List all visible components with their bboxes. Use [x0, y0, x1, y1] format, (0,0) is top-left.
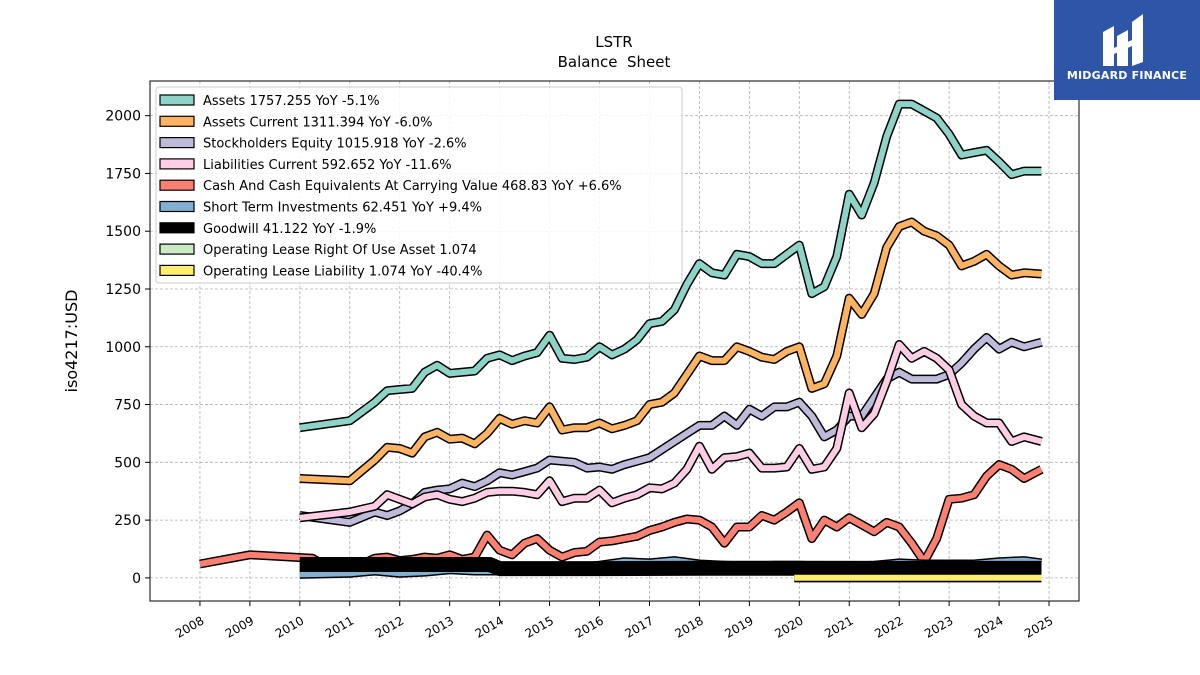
brand-logo: MIDGARD FINANCE	[1054, 0, 1200, 100]
legend-label: Operating Lease Liability 1.074 YoY -40.…	[203, 264, 482, 279]
legend-swatch	[159, 158, 195, 170]
legend-swatch	[159, 179, 195, 191]
legend-swatch	[159, 137, 195, 149]
y-tick-label: 250	[114, 513, 141, 529]
y-tick-label: 1250	[105, 282, 141, 298]
x-tick-label: 2020	[772, 613, 805, 640]
x-tick-label: 2021	[822, 613, 855, 640]
y-axis: 0 250 500 750 1000 1250 1500 1750 2000	[105, 109, 150, 587]
y-tick-label: 750	[114, 398, 141, 414]
legend-label: Goodwill 41.122 YoY -1.9%	[203, 222, 376, 237]
legend-label: Liabilities Current 592.652 YoY -11.6%	[203, 158, 452, 173]
legend-swatch	[159, 243, 195, 255]
legend-label: Cash And Cash Equivalents At Carrying Va…	[203, 179, 622, 194]
series-line	[299, 334, 1043, 526]
series-layer	[199, 99, 1044, 583]
series-2	[299, 333, 1043, 527]
x-tick-label: 2017	[623, 613, 656, 640]
logo-text: MIDGARD FINANCE	[1066, 69, 1188, 82]
logo-mark-icon	[1103, 14, 1143, 66]
x-tick-label: 2016	[573, 613, 606, 640]
x-axis: 2008 2009 2010 2011 2012 2013 2014 2015 2016 2017…	[173, 601, 1056, 641]
y-tick-label: 1000	[105, 340, 141, 356]
series-1	[299, 217, 1042, 486]
legend-label: Assets 1757.255 YoY -5.1%	[203, 94, 380, 109]
chart-subtitle: Balance Sheet	[558, 53, 671, 71]
x-tick-label: 2014	[473, 613, 506, 640]
series-line	[299, 558, 1042, 575]
x-tick-label: 2022	[872, 613, 905, 640]
series-line	[299, 101, 1042, 431]
x-tick-label: 2010	[273, 613, 306, 640]
x-tick-label: 2009	[223, 613, 256, 640]
legend-swatch	[159, 264, 195, 276]
legend-swatch	[159, 200, 195, 213]
legend-label: Stockholders Equity 1015.918 YoY -2.6%	[203, 137, 467, 152]
legend-swatch	[159, 222, 195, 234]
y-axis-label: iso4217:USD	[62, 290, 81, 393]
x-tick-label: 2015	[523, 613, 556, 640]
legend: Assets 1757.255 YoY -5.1% Assets Current …	[155, 86, 683, 284]
series-6	[299, 557, 1042, 577]
legend-box	[155, 86, 683, 284]
x-tick-label: 2012	[373, 613, 406, 640]
legend-label: Assets Current 1311.394 YoY -6.0%	[203, 115, 433, 130]
legend-swatch	[159, 115, 195, 127]
y-tick-label: 0	[132, 571, 141, 587]
legend-swatch	[159, 94, 195, 106]
x-tick-label: 2008	[173, 613, 206, 640]
series-line	[299, 341, 1043, 521]
x-tick-label: 2023	[922, 613, 955, 640]
x-tick-label: 2013	[423, 613, 456, 640]
y-tick-label: 500	[114, 455, 141, 471]
legend-label: Operating Lease Right Of Use Asset 1.074	[203, 243, 477, 258]
x-tick-label: 2019	[722, 613, 755, 640]
x-tick-label: 2025	[1022, 613, 1055, 640]
y-tick-label: 2000	[105, 109, 141, 125]
x-tick-label: 2011	[323, 613, 356, 640]
legend-label: Short Term Investments 62.451 YoY +9.4%	[203, 201, 482, 216]
y-tick-label: 1500	[105, 224, 141, 240]
x-tick-label: 2024	[972, 613, 1005, 640]
y-tick-label: 1750	[105, 166, 141, 182]
x-tick-label: 2018	[672, 613, 705, 640]
series-0	[299, 99, 1042, 433]
series-3	[299, 340, 1043, 523]
chart-title: LSTR	[595, 33, 632, 51]
series-line	[299, 219, 1042, 484]
plot-frame	[149, 80, 1080, 602]
